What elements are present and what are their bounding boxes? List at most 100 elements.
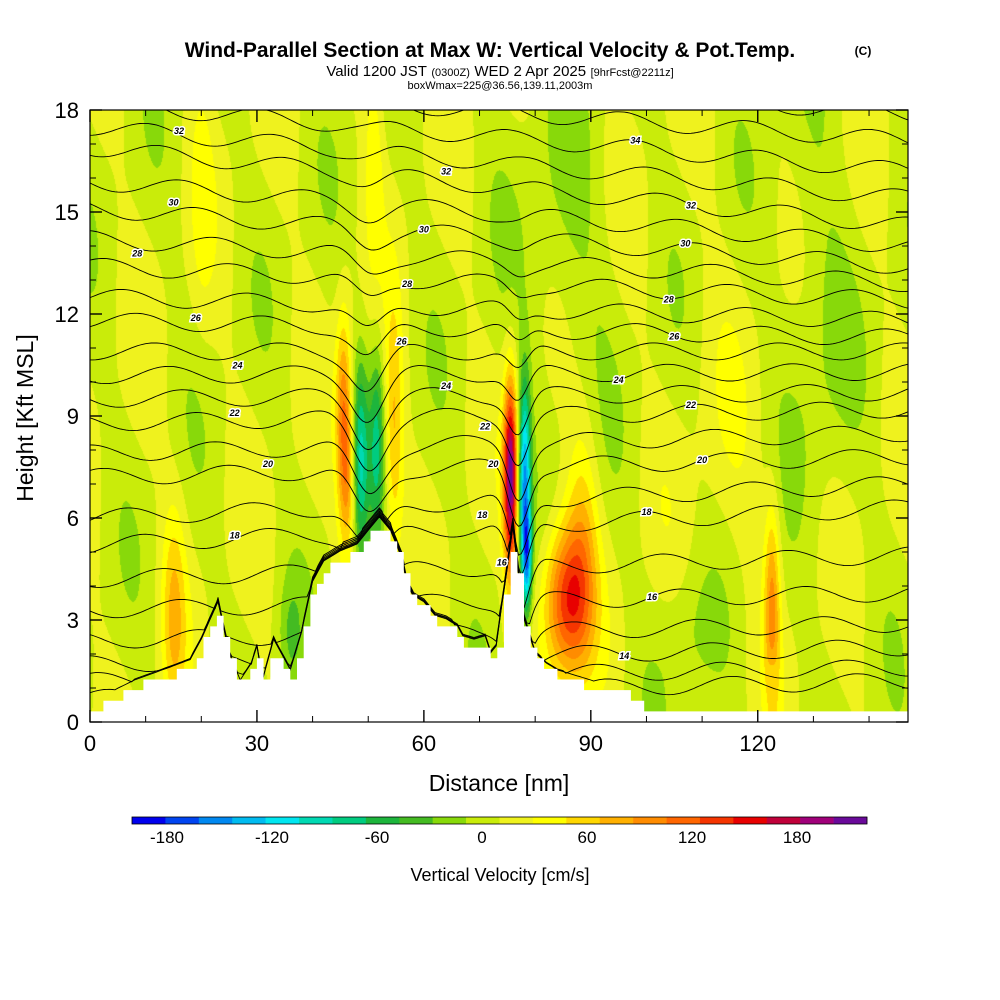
- chart-subtitle: Valid 1200 JST (0300Z) WED 2 Apr 2025 [9…: [326, 63, 673, 80]
- y-tick-label: 6: [67, 506, 79, 531]
- theta-contour: [90, 179, 908, 252]
- theta-contour: [90, 511, 908, 625]
- contour-label: 26: [668, 331, 680, 341]
- colorbar-swatch: [532, 817, 567, 824]
- colorbar-swatch: [132, 817, 166, 824]
- colorbar: [131, 816, 868, 825]
- theta-contour: [90, 288, 908, 327]
- colorbar-tick-label: 60: [578, 828, 597, 847]
- theta-contour: [90, 258, 908, 309]
- contour-label: 32: [441, 167, 451, 177]
- contour-label: 34: [630, 136, 640, 146]
- x-tick-label: 30: [245, 731, 269, 756]
- theta-contour: [90, 425, 908, 502]
- y-tick-label: 0: [67, 710, 79, 735]
- contour-label: 14: [619, 651, 629, 661]
- theta-contour: [90, 384, 908, 451]
- theta-contour: [90, 363, 908, 423]
- y-axis-tick-labels: 0 3 6 9 12 15 18: [55, 98, 79, 735]
- colorbar-label: Vertical Velocity [cm/s]: [410, 865, 589, 885]
- theta-contour: [90, 203, 908, 274]
- theta-contour: [90, 449, 908, 527]
- colorbar-tick-label: 180: [783, 828, 811, 847]
- colorbar-frame: [131, 816, 868, 825]
- colorbar-swatch: [232, 817, 266, 824]
- chart-title-mark: (C): [855, 44, 872, 58]
- contour-label: 20: [487, 459, 498, 469]
- potential-temperature-contours: [90, 110, 908, 696]
- colorbar-tick-label: 0: [477, 828, 486, 847]
- theta-contour: [90, 499, 908, 578]
- y-tick-label: 9: [67, 404, 79, 429]
- theta-contour: [165, 110, 908, 174]
- contour-label: 32: [686, 200, 696, 210]
- contour-label: 26: [396, 337, 408, 347]
- y-axis-label: Height [Kft MSL]: [12, 334, 38, 501]
- contour-label: 30: [168, 197, 178, 207]
- y-tick-label: 3: [67, 608, 79, 633]
- terrain-mask: [90, 530, 908, 722]
- colorbar-swatch: [466, 817, 500, 824]
- colorbar-swatch: [265, 817, 300, 824]
- theta-contour: [90, 476, 908, 556]
- theta-contour: [412, 110, 908, 144]
- y-tick-label: 12: [55, 302, 79, 327]
- theta-contour: [90, 230, 908, 293]
- colorbar-swatch: [499, 817, 534, 824]
- contour-label: 28: [131, 248, 142, 258]
- theta-contour: [90, 401, 908, 472]
- x-tick-label: 0: [84, 731, 96, 756]
- contour-label: 18: [641, 507, 651, 517]
- colorbar-tick-label: -60: [365, 828, 390, 847]
- axis-ticks: [89, 109, 908, 723]
- colorbar-swatch: [332, 817, 367, 824]
- contour-label: 24: [440, 381, 451, 391]
- theta-contour: [90, 510, 908, 609]
- colorbar-swatch: [399, 817, 433, 824]
- contour-label: 22: [685, 400, 696, 410]
- colorbar-swatch: [633, 817, 667, 824]
- contour-label: 30: [680, 239, 690, 249]
- colorbar-swatch: [365, 817, 400, 824]
- contour-label: 32: [174, 126, 184, 136]
- contour-label: 26: [190, 313, 202, 323]
- plot-area: 14 16 18 20 22 24 26 28 30 32 34 36 32 30 28 26 24 22 20 18…: [89, 92, 909, 723]
- x-axis-tick-labels: 0 30 60 90 120: [84, 731, 776, 756]
- y-tick-label: 15: [55, 200, 79, 225]
- colorbar-swatch: [299, 817, 333, 824]
- contour-label: 20: [696, 455, 707, 465]
- contour-label: 22: [229, 408, 240, 418]
- x-tick-label: 60: [412, 731, 436, 756]
- colorbar-swatch: [599, 817, 634, 824]
- colorbar-swatch: [699, 817, 734, 824]
- x-tick-label: 90: [579, 731, 603, 756]
- colorbar-swatch: [198, 817, 233, 824]
- colorbar-swatch: [666, 817, 701, 824]
- x-tick-label: 120: [739, 731, 776, 756]
- contour-label: 24: [231, 361, 242, 371]
- contour-labels: 14 16 18 20 22 24 26 28 30 32 34 36 32 30 28 26 24 22 20 18…: [130, 92, 709, 662]
- contour-label: 28: [401, 279, 412, 289]
- contour-label: 36: [636, 92, 647, 102]
- contour-label: 20: [262, 459, 273, 469]
- colorbar-swatch: [566, 817, 601, 824]
- colorbar-swatch: [432, 817, 467, 824]
- colorbar-swatch: [833, 817, 868, 824]
- contour-label: 24: [613, 375, 624, 385]
- y-tick-label: 18: [55, 98, 79, 123]
- contour-label: 30: [419, 225, 429, 235]
- colorbar-tick-label: 120: [678, 828, 706, 847]
- theta-contour: [90, 513, 908, 649]
- theta-contour: [90, 144, 908, 229]
- theta-contour: [90, 122, 908, 202]
- colorbar-tick-label: -180: [150, 828, 184, 847]
- colorbar-swatch: [800, 817, 834, 824]
- colorbar-swatch: [766, 817, 801, 824]
- x-axis-label: Distance [nm]: [429, 770, 570, 796]
- contour-label: 18: [477, 510, 487, 520]
- colorbar-swatch: [733, 817, 768, 824]
- contour-label: 28: [663, 294, 674, 304]
- colorbar-swatch: [165, 817, 200, 824]
- contour-label: 16: [647, 592, 658, 602]
